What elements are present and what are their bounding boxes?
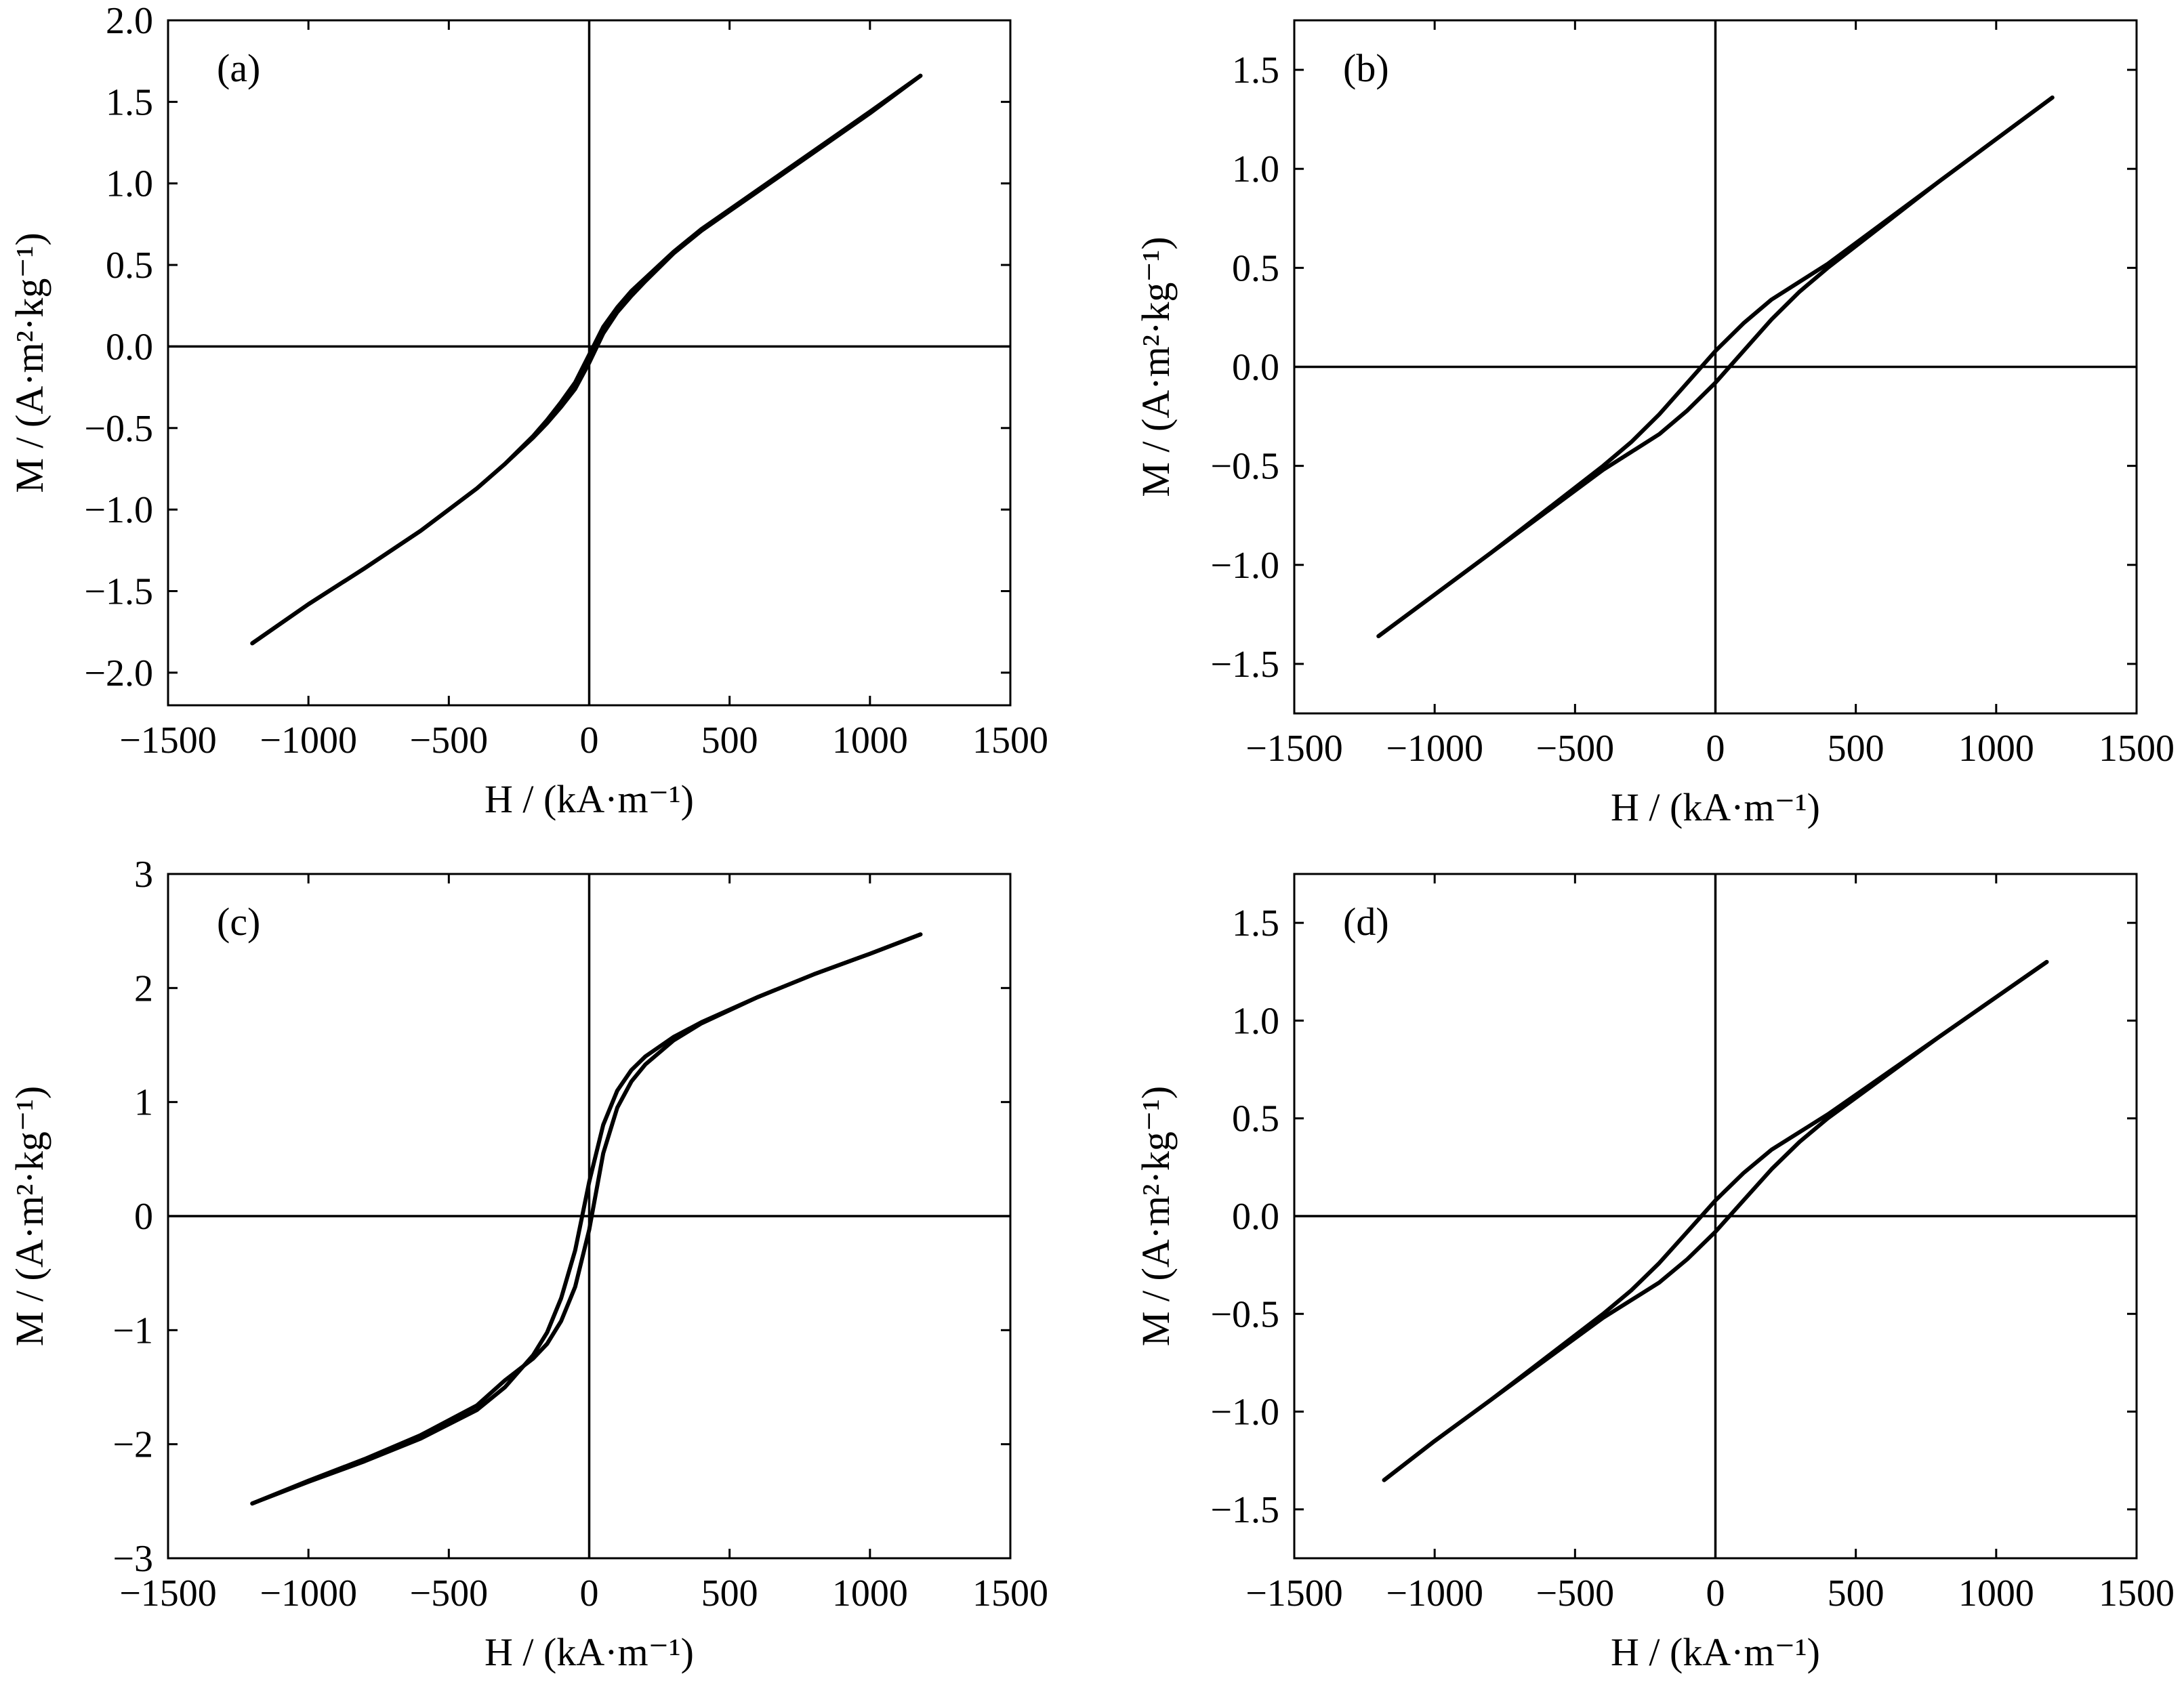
panel-label: (d): [1343, 900, 1389, 944]
x-tick-label: 1500: [972, 720, 1048, 762]
x-tick-label: 1000: [832, 1572, 908, 1614]
y-tick-label: 2.0: [106, 0, 153, 42]
y-tick-label: 1.5: [1232, 902, 1279, 944]
y-tick-label: −1.5: [1210, 644, 1279, 686]
x-tick-label: 1000: [1958, 1572, 2034, 1614]
hysteresis-branch-1: [250, 73, 923, 646]
y-tick-label: −1.0: [1210, 545, 1279, 587]
hysteresis-branch-2: [250, 932, 923, 1506]
x-tick-label: 500: [1828, 728, 1884, 770]
x-tick-label: 500: [701, 1572, 758, 1614]
y-tick-label: 0: [134, 1196, 153, 1238]
y-tick-label: −1.5: [1210, 1489, 1279, 1531]
y-tick-label: 3: [134, 854, 153, 896]
x-tick-label: −500: [410, 720, 489, 762]
x-tick-label: 500: [701, 720, 758, 762]
chart-panel-a: −1500 −1000 −500 0 500 1000 1500 −2.0 −1.5 −1.0 −0…: [7, 0, 1048, 821]
x-tick-label: −1500: [119, 1572, 217, 1614]
chart-panel-b: −1500 −1000 −500 0 500 1000 1500 −1.5 −1.0 −0.5 0.…: [1134, 19, 2175, 829]
panel-label: (a): [217, 46, 260, 90]
y-tick-label: 0.0: [106, 326, 153, 368]
x-tick-label: −500: [1536, 1572, 1615, 1614]
x-tick-label: −1500: [1245, 728, 1343, 770]
y-tick-label: 1.0: [1232, 1000, 1279, 1042]
x-tick-label: 1000: [832, 720, 908, 762]
y-tick-label: 0.5: [1232, 247, 1279, 289]
y-tick-label: −2.0: [84, 652, 153, 694]
x-axis-label: H / (kA·m⁻¹): [1611, 1630, 1820, 1674]
y-tick-label: −1.0: [84, 489, 153, 531]
x-axis-label: H / (kA·m⁻¹): [485, 1630, 694, 1674]
y-tick-label: 2: [134, 967, 153, 1009]
x-tick-label: −500: [410, 1572, 489, 1614]
x-tick-label: 1500: [972, 1572, 1048, 1614]
x-axis-label: H / (kA·m⁻¹): [1611, 785, 1820, 829]
x-tick-label: 1000: [1958, 728, 2034, 770]
chart-panel-c: −1500 −1000 −500 0 500 1000 1500 −3 −2 −1 0 1 2 3 H / …: [7, 854, 1048, 1674]
y-axis-label: M / (A·m²·kg⁻¹): [7, 1086, 51, 1346]
y-tick-label: −0.5: [84, 408, 153, 450]
x-tick-label: 500: [1828, 1572, 1884, 1614]
y-tick-label: −1: [112, 1310, 153, 1352]
y-tick-label: 1: [134, 1082, 153, 1124]
hysteresis-branch-2: [250, 73, 923, 646]
y-tick-label: 0.5: [1232, 1098, 1279, 1140]
x-tick-label: 0: [580, 1572, 599, 1614]
y-tick-label: 1.5: [1232, 49, 1279, 91]
y-tick-label: 1.5: [106, 81, 153, 123]
x-tick-label: −1500: [119, 720, 217, 762]
y-axis-label: M / (A·m²·kg⁻¹): [7, 232, 51, 493]
y-tick-label: 0.0: [1232, 347, 1279, 389]
hysteresis-branch-2: [1382, 959, 2049, 1482]
y-axis-label: M / (A·m²·kg⁻¹): [1134, 1086, 1178, 1346]
x-tick-label: −1000: [260, 720, 357, 762]
x-tick-label: 1500: [2099, 728, 2175, 770]
y-tick-label: −3: [112, 1538, 153, 1580]
y-tick-label: 1.0: [1232, 148, 1279, 190]
hysteresis-branch-1: [250, 932, 923, 1506]
y-tick-label: −2: [112, 1424, 153, 1466]
y-tick-label: −1.5: [84, 571, 153, 613]
x-tick-label: 1500: [2099, 1572, 2175, 1614]
x-axis-label: H / (kA·m⁻¹): [485, 777, 694, 821]
x-tick-label: −1500: [1245, 1572, 1343, 1614]
y-tick-label: 0.0: [1232, 1196, 1279, 1238]
x-tick-label: −1000: [1386, 728, 1483, 770]
y-tick-label: 0.5: [106, 245, 153, 287]
x-tick-label: 0: [1706, 1572, 1725, 1614]
panel-label: (b): [1343, 46, 1389, 90]
x-tick-label: −500: [1536, 728, 1615, 770]
y-tick-label: 1.0: [106, 163, 153, 205]
panel-label: (c): [217, 900, 260, 944]
y-tick-label: −1.0: [1210, 1392, 1279, 1434]
hysteresis-branch-2: [1376, 96, 2055, 638]
y-tick-label: −0.5: [1210, 1293, 1279, 1335]
chart-panel-d: −1500 −1000 −500 0 500 1000 1500 −1.5 −1.0 −0.5 0.…: [1134, 873, 2175, 1674]
x-tick-label: 0: [1706, 728, 1725, 770]
x-tick-label: −1000: [1386, 1572, 1483, 1614]
y-tick-label: −0.5: [1210, 446, 1279, 488]
x-tick-label: −1000: [260, 1572, 357, 1614]
x-tick-label: 0: [580, 720, 599, 762]
y-axis-label: M / (A·m²·kg⁻¹): [1134, 236, 1178, 497]
